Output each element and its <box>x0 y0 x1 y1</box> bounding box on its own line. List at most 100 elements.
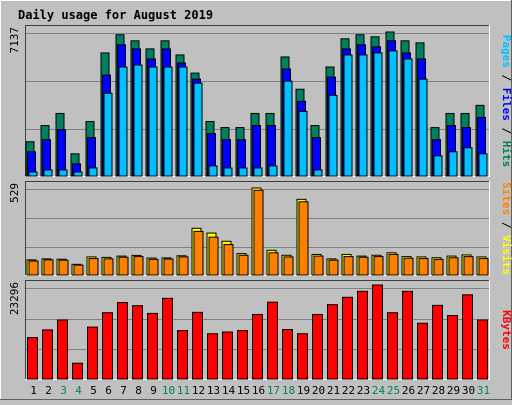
kbytes-bar-day-17 <box>267 301 278 380</box>
x-tick-day-29: 29 <box>447 384 460 397</box>
legend-kbytes: KBytes <box>500 310 512 350</box>
pages-bar-day-10 <box>163 66 173 177</box>
kbytes-bar-day-11 <box>177 330 188 380</box>
kbytes-bar-day-14 <box>222 331 233 380</box>
legend-separator: / <box>500 215 512 235</box>
pages-bar-day-15 <box>238 167 248 177</box>
sites-bar-day-8 <box>133 256 144 276</box>
series-legend: Pages / Files / Hits <box>500 35 512 168</box>
pages-bar-day-6 <box>103 92 113 177</box>
x-tick-day-19: 19 <box>297 384 310 397</box>
pages-bar-day-26 <box>403 58 413 177</box>
sites-bar-day-27 <box>418 258 429 276</box>
x-tick-day-11: 11 <box>177 384 190 397</box>
x-tick-day-26: 26 <box>402 384 415 397</box>
pages-bar-day-18 <box>283 80 293 177</box>
kbytes-bar-day-5 <box>87 326 98 380</box>
series-legend: KBytes <box>500 310 512 350</box>
x-tick-day-14: 14 <box>222 384 236 397</box>
x-tick-day-13: 13 <box>207 384 220 397</box>
pages-bar-day-17 <box>268 165 278 177</box>
pages-bar-day-24 <box>373 52 383 177</box>
kbytes-bar-day-25 <box>387 312 398 380</box>
sites-bar-day-2 <box>43 259 54 276</box>
pages-bar-day-14 <box>223 167 233 177</box>
pages-bar-day-9 <box>148 66 158 177</box>
legend-files: Files <box>500 88 512 121</box>
sites-bar-day-28 <box>433 258 444 276</box>
kbytes-bar-day-16 <box>252 313 263 380</box>
pages-bar-day-13 <box>208 165 218 177</box>
sites-bar-day-10 <box>163 258 174 276</box>
pages-bar-day-12 <box>193 82 203 177</box>
y-max-label: 23296 <box>8 282 21 315</box>
x-tick-day-23: 23 <box>357 384 370 397</box>
sites-bar-day-15 <box>238 254 249 276</box>
sites-bar-day-19 <box>298 201 309 276</box>
kbytes-bar-day-19 <box>297 333 308 380</box>
sites-bar-day-25 <box>388 253 399 276</box>
x-tick-day-28: 28 <box>432 384 445 397</box>
pages-bar-day-16 <box>253 167 263 177</box>
kbytes-bar-day-6 <box>102 312 113 380</box>
sites-bar-day-4 <box>73 264 84 276</box>
sites-bar-day-9 <box>148 258 159 276</box>
pages-bar-day-28 <box>433 155 443 177</box>
pages-bar-day-29 <box>448 151 458 177</box>
sites-bar-day-3 <box>58 259 69 276</box>
chart-title: Daily usage for August 2019 <box>18 8 213 22</box>
pages-bar-day-22 <box>343 54 353 177</box>
kbytes-bar-day-4 <box>72 362 83 380</box>
x-tick-day-25: 25 <box>387 384 400 397</box>
kbytes-bar-day-31 <box>477 319 488 380</box>
x-tick-day-20: 20 <box>312 384 325 397</box>
x-axis-labels: 1 2 3 4 5 6 7 8 9 10 11 12 13 14 15 16 17 18 19 20 21 22 23 24 2… <box>30 384 490 397</box>
kbytes-bar-day-12 <box>192 311 203 380</box>
kbytes-bar-day-7 <box>117 302 128 380</box>
x-tick-day-12: 12 <box>192 384 205 397</box>
kbytes-bar-day-21 <box>327 304 338 380</box>
panel-2: 529 Sites / Visits <box>8 181 512 276</box>
sites-bar-day-5 <box>88 258 99 276</box>
pages-bar-day-30 <box>463 147 473 177</box>
kbytes-bar-day-20 <box>312 313 323 380</box>
x-tick-day-31: 31 <box>477 384 490 397</box>
kbytes-bar-day-24 <box>372 284 383 380</box>
kbytes-bar-day-1 <box>27 337 38 380</box>
x-tick-day-18: 18 <box>282 384 295 397</box>
x-tick-day-10: 10 <box>162 384 175 397</box>
sites-bar-day-23 <box>358 256 369 276</box>
y-max-label: 529 <box>8 183 21 203</box>
sites-bar-day-17 <box>268 252 279 276</box>
series-legend: Sites / Visits <box>500 182 512 275</box>
pages-bar-day-1 <box>28 171 38 177</box>
pages-bar-day-3 <box>58 169 68 177</box>
kbytes-bar-day-26 <box>402 290 413 380</box>
sites-bar-day-13 <box>208 236 219 276</box>
legend-pages: Pages <box>500 35 512 68</box>
y-max-label: 7137 <box>8 27 21 54</box>
panel-3: 23296 KBytes <box>8 280 512 380</box>
legend-separator: / <box>500 121 512 141</box>
kbytes-bar-day-27 <box>417 322 428 380</box>
kbytes-bar-day-23 <box>357 290 368 380</box>
pages-bar-day-20 <box>313 169 323 177</box>
sites-bar-day-6 <box>103 258 114 276</box>
pages-bar-day-2 <box>43 169 53 177</box>
sites-bar-day-1 <box>28 260 39 276</box>
panel-1: 7137 Pages / Files / Hits <box>8 25 512 177</box>
sites-bar-day-7 <box>118 256 129 276</box>
pages-bar-day-27 <box>418 78 428 177</box>
x-tick-day-27: 27 <box>417 384 430 397</box>
kbytes-bar-day-3 <box>57 319 68 380</box>
sites-bar-day-24 <box>373 256 384 276</box>
sites-bar-day-22 <box>343 256 354 276</box>
pages-bar-day-5 <box>88 167 98 177</box>
kbytes-bar-day-18 <box>282 329 293 380</box>
x-tick-day-16: 16 <box>252 384 265 397</box>
kbytes-bar-day-9 <box>147 312 158 380</box>
pages-bar-day-19 <box>298 110 308 177</box>
kbytes-bar-day-8 <box>132 305 143 380</box>
pages-bar-day-7 <box>118 66 128 177</box>
